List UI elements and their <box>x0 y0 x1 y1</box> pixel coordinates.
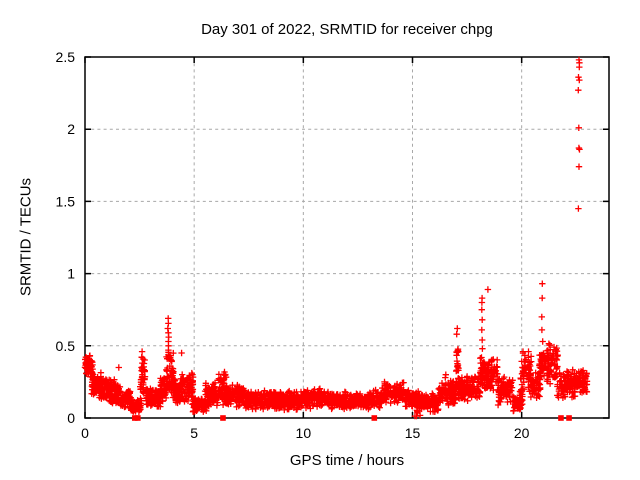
y-tick-label: 2 <box>67 121 75 137</box>
zero-value-marker <box>131 415 138 421</box>
x-tick-label: 15 <box>405 425 421 441</box>
y-tick-label: 0 <box>67 410 75 426</box>
y-tick-label: 2.5 <box>56 49 76 65</box>
zero-value-marker <box>371 415 378 421</box>
zero-value-marker <box>220 415 226 421</box>
zero-value-marker <box>558 415 564 421</box>
tick-marks <box>84 56 609 419</box>
x-tick-label: 10 <box>296 425 312 441</box>
y-tick-label: 0.5 <box>56 338 76 354</box>
grid-lines <box>85 57 609 418</box>
x-axis-label: GPS time / hours <box>289 452 405 469</box>
chart-title: Day 301 of 2022, SRMTID for receiver chp… <box>201 21 493 38</box>
x-tick-label: 20 <box>514 425 530 441</box>
zero-value-marker <box>135 415 141 421</box>
y-tick-label: 1 <box>67 266 75 282</box>
data-points <box>81 56 591 420</box>
y-tick-label: 1.5 <box>56 193 76 209</box>
x-tick-label: 0 <box>81 425 89 441</box>
plot-border <box>84 56 610 419</box>
zero-value-marker <box>566 415 572 421</box>
x-tick-label: 5 <box>190 425 198 441</box>
